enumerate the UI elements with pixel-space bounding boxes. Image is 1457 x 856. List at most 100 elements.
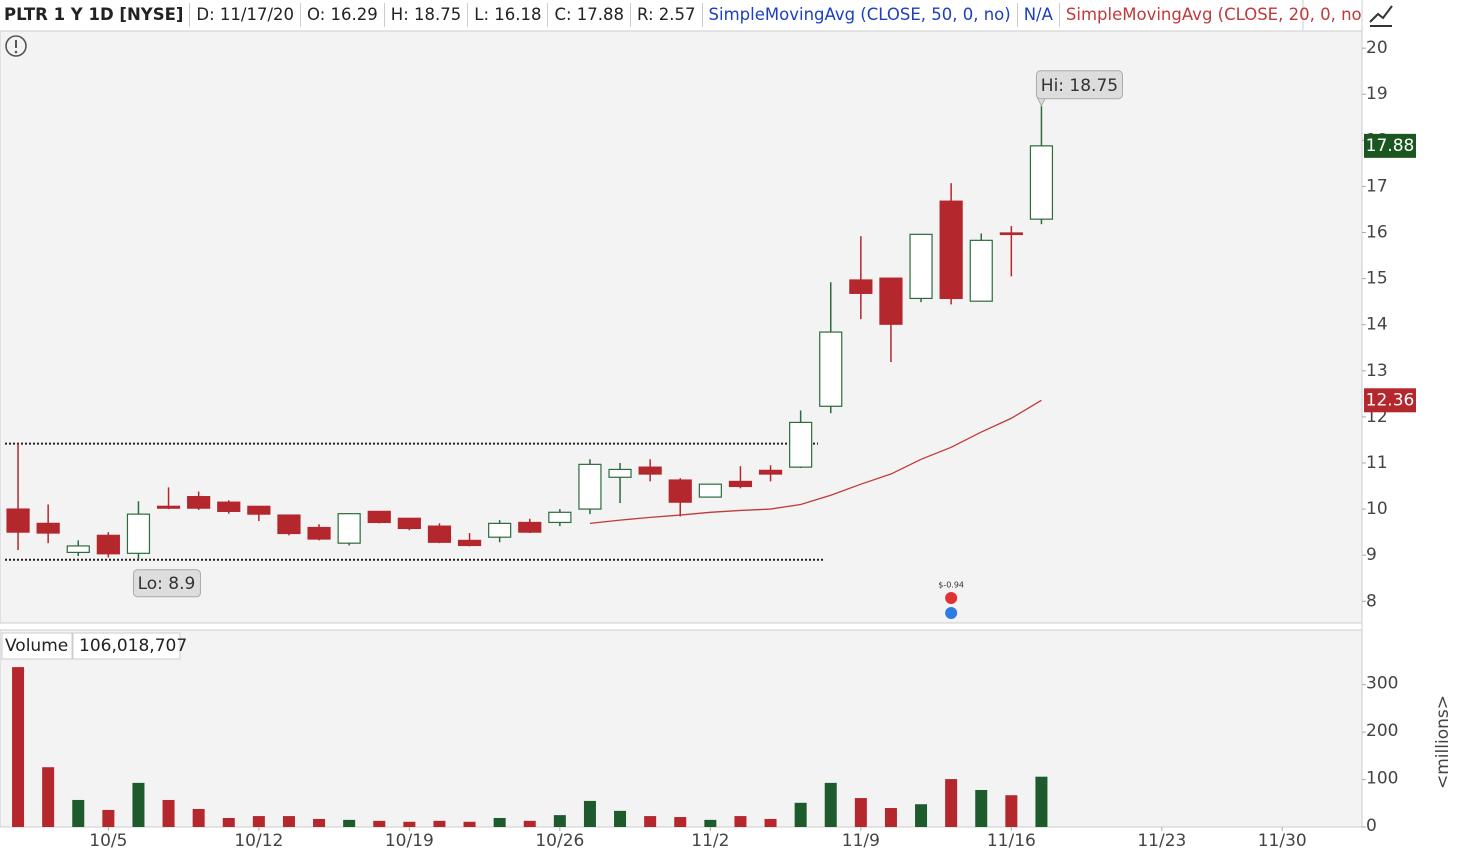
volume-bar (553, 815, 566, 827)
candle-body (819, 331, 843, 407)
volume-bar (252, 816, 265, 827)
y-tick-label: 15 (1366, 269, 1388, 289)
volume-bar (764, 818, 777, 827)
candle-body (6, 508, 30, 533)
volume-unit: <millions> (1433, 695, 1453, 789)
callout-box (1035, 70, 1123, 100)
x-tick-label: 11/16 (987, 831, 1036, 851)
drawing-tool-icon[interactable] (1367, 2, 1393, 28)
volume-bar (192, 808, 205, 827)
candle-body (427, 525, 452, 543)
y-tick-label: 8 (1366, 591, 1377, 611)
volume-bar (313, 818, 326, 827)
study-name[interactable]: SimpleMovingAvg (CLOSE, 20, 0, no) (1058, 3, 1362, 27)
study-name[interactable]: SimpleMovingAvg (CLOSE, 50, 0, no) (701, 3, 1017, 27)
candle-body (939, 200, 963, 300)
price-pane (0, 30, 1363, 624)
volume-bar (72, 799, 85, 827)
volume-bar (644, 816, 657, 827)
candle-body (156, 505, 181, 509)
candle-body (518, 521, 542, 533)
volume-bar (12, 667, 25, 827)
earnings-label: $-0.94 (938, 581, 964, 590)
x-tick-label: 11/23 (1137, 831, 1186, 851)
x-tick-label: 10/26 (535, 831, 584, 851)
y-tick-label: 100 (1366, 769, 1398, 789)
candle-body (126, 513, 151, 554)
volume-value: 106,018,707 (79, 636, 187, 656)
symbol[interactable]: PLTR 1 Y 1D [NYSE] (4, 5, 184, 24)
sma-line (589, 399, 1042, 525)
close: C: 17.88 (547, 3, 630, 27)
x-tick-label: 10/5 (89, 831, 127, 851)
sma-label: 12.36 (1366, 390, 1415, 410)
volume-bar (583, 800, 596, 827)
volume-bar (794, 802, 807, 827)
sma-badge (1364, 388, 1416, 413)
volume-bar (132, 782, 145, 827)
volume-label-box (1, 632, 73, 660)
y-tick-label: 10 (1366, 499, 1388, 519)
candle-body (488, 522, 512, 538)
volume-bar (1005, 795, 1018, 827)
volume-bar (463, 821, 476, 827)
volume-bar (102, 809, 115, 827)
candle-body (668, 479, 692, 503)
candle-body (217, 501, 241, 512)
candle-body (277, 514, 301, 535)
volume-bar (854, 798, 867, 827)
candle-body (728, 480, 753, 488)
alert-icon[interactable] (5, 35, 27, 57)
y-tick-label: 12 (1366, 407, 1388, 427)
candle-body (638, 466, 662, 475)
candle-body (698, 483, 722, 498)
low-label: Lo: 8.9 (138, 574, 196, 594)
dividend-icon (945, 607, 958, 619)
volume-bar (523, 820, 536, 827)
last-price-badge (1364, 133, 1416, 158)
x-tick-label: 11/2 (691, 831, 729, 851)
candle-body (367, 510, 391, 524)
volume-bar (222, 817, 235, 827)
high: H: 18.75 (383, 3, 467, 27)
candle-body (457, 539, 482, 547)
y-tick-label: 17 (1366, 176, 1388, 196)
y-tick-label: 0 (1366, 816, 1377, 836)
candle-body (999, 232, 1023, 236)
candle-body (307, 526, 331, 540)
y-tick-label: 16 (1366, 223, 1388, 243)
y-tick-label: 9 (1366, 545, 1377, 565)
candle-body (758, 469, 783, 475)
open: O: 16.29 (300, 3, 384, 27)
candle-body (849, 279, 873, 294)
candle-body (96, 534, 120, 555)
volume-bar (704, 819, 717, 827)
candle-body (909, 233, 933, 300)
candle-body (789, 421, 813, 468)
volume-bar (282, 816, 295, 827)
date: D: 11/17/20 (189, 3, 300, 27)
x-tick-label: 11/30 (1258, 831, 1307, 851)
low: L: 16.18 (467, 3, 547, 27)
candle-body (36, 522, 60, 534)
volume-bar (884, 808, 897, 827)
callout-pointer (1036, 97, 1047, 107)
volume-bar (824, 782, 837, 827)
candle-body (397, 517, 421, 530)
candle-body (969, 239, 993, 302)
callout-box (132, 569, 201, 598)
volume-bar (373, 820, 386, 827)
volume-bar (433, 820, 446, 827)
x-tick-label: 10/19 (385, 831, 434, 851)
candle-body (66, 545, 90, 553)
volume-bar (975, 789, 988, 827)
y-tick-label: 18 (1366, 130, 1388, 150)
candle-body (578, 463, 602, 510)
range: R: 2.57 (630, 3, 702, 27)
y-tick-label: 19 (1366, 84, 1388, 104)
volume-bar (734, 816, 747, 827)
x-tick-label: 11/9 (842, 831, 880, 851)
study-value: N/A (1016, 3, 1059, 27)
